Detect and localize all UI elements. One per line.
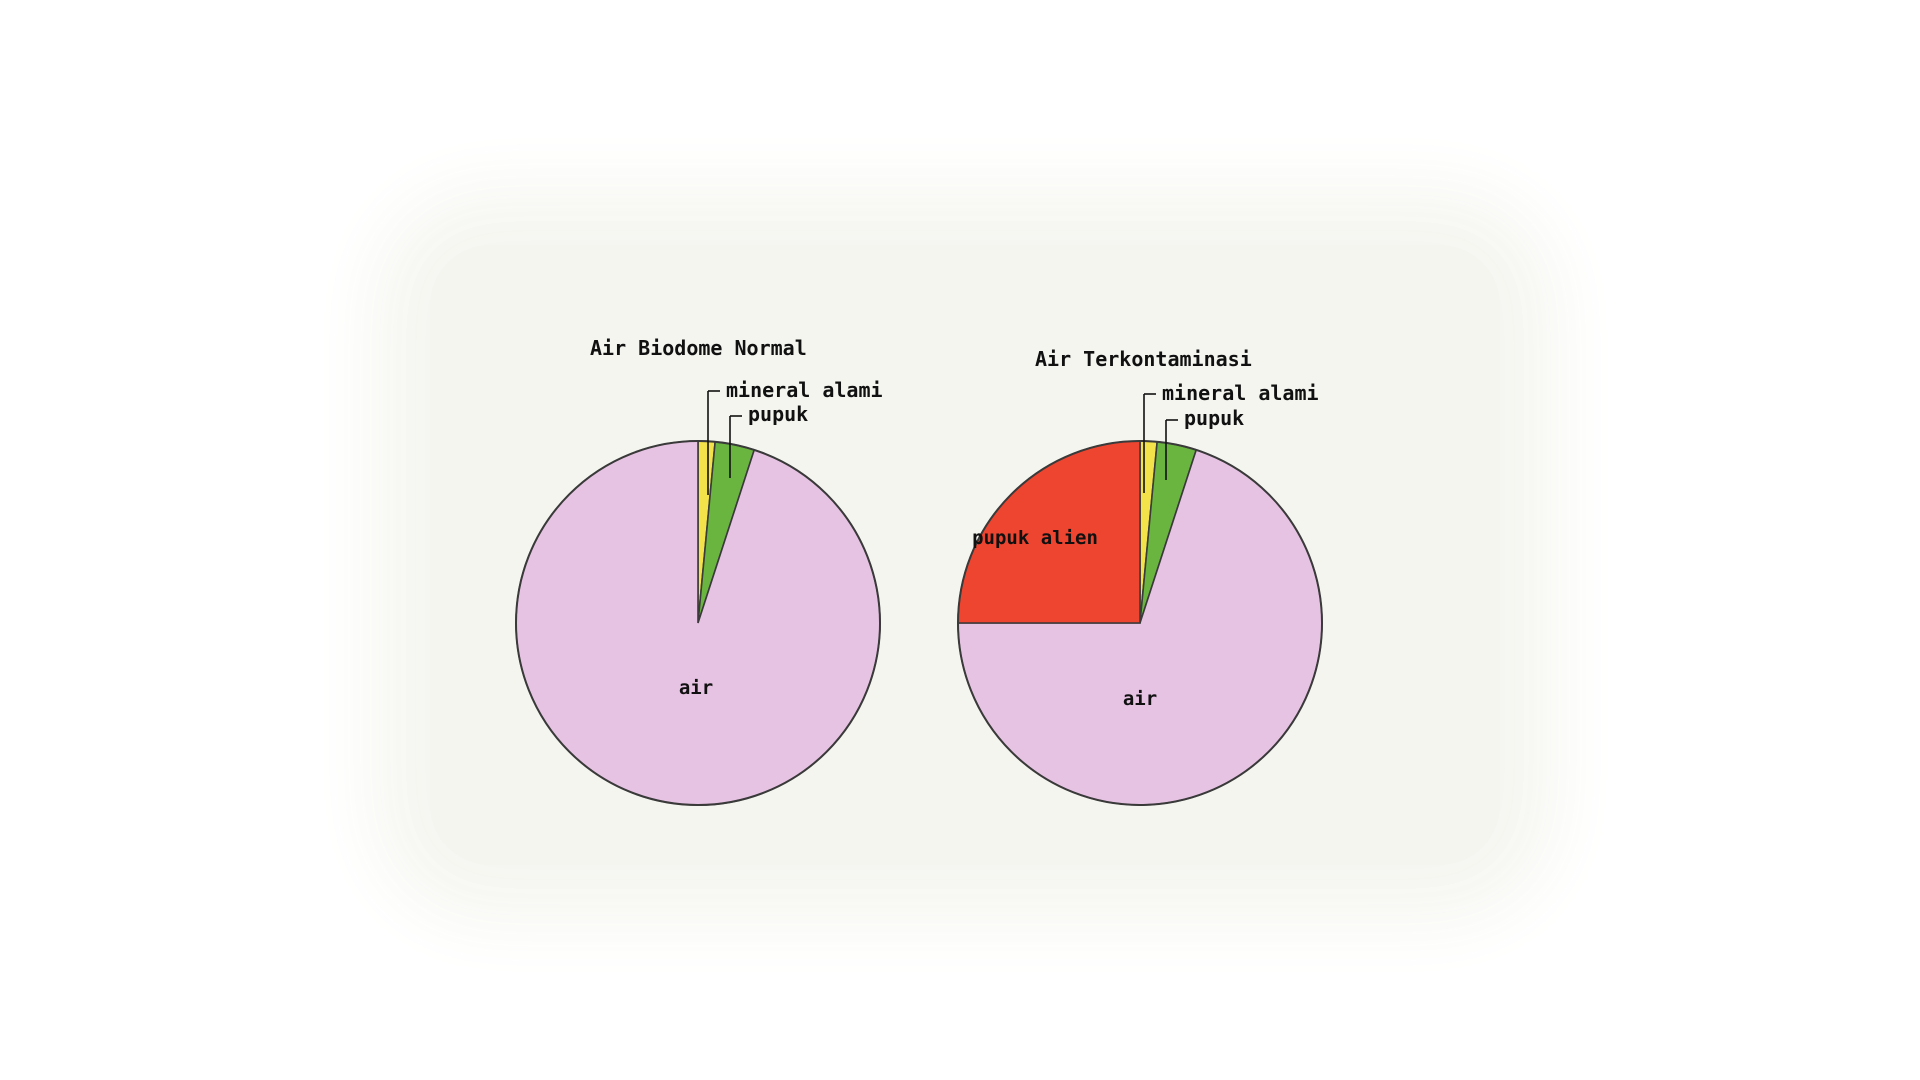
chart-title: Air Biodome Normal — [590, 336, 807, 360]
chart-title: Air Terkontaminasi — [1035, 347, 1252, 371]
slice-label-mineral-alami: mineral alami — [1162, 381, 1319, 405]
slice-label-mineral-alami: mineral alami — [726, 378, 883, 402]
pie-outline — [957, 440, 1323, 806]
pie-slice-air — [515, 440, 881, 806]
slice-label-pupuk: pupuk — [1184, 406, 1244, 430]
pie-chart-biodome-normal: Air Biodome Normal mineral alami pupuk a… — [515, 336, 883, 806]
slice-label-pupuk: pupuk — [748, 402, 808, 426]
slice-label-air: air — [679, 677, 713, 699]
pie-outline — [515, 440, 881, 806]
slice-label-pupuk-alien: pupuk alien — [972, 527, 1098, 549]
slice-label-air: air — [1123, 688, 1157, 710]
pie-chart-terkontaminasi: Air Terkontaminasi mineral alami pupuk a… — [957, 347, 1323, 806]
